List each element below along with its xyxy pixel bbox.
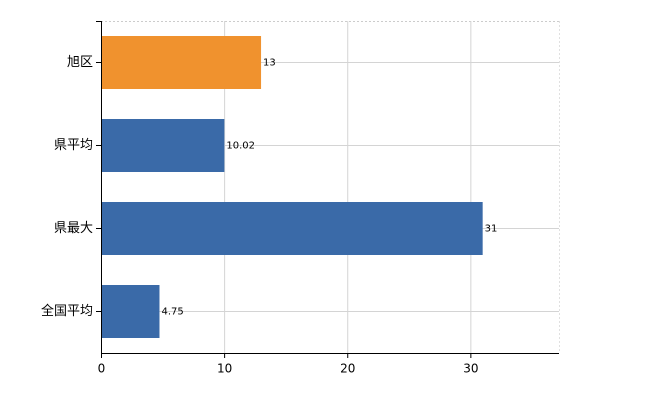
value-label: 31 bbox=[485, 224, 498, 235]
bar bbox=[101, 119, 225, 172]
x-tick-label: 0 bbox=[98, 362, 106, 376]
x-tick-label: 20 bbox=[340, 362, 355, 376]
y-tick-label: 県平均 bbox=[54, 138, 93, 153]
value-label: 4.75 bbox=[161, 307, 183, 318]
bar bbox=[101, 36, 262, 89]
y-tick-label: 全国平均 bbox=[41, 303, 93, 319]
bar bbox=[101, 202, 483, 255]
y-tick-label: 県最大 bbox=[54, 221, 93, 236]
y-tick-label: 旭区 bbox=[67, 55, 93, 70]
x-tick-label: 30 bbox=[463, 362, 478, 376]
bar bbox=[101, 285, 160, 338]
value-label: 10.02 bbox=[226, 141, 255, 152]
x-tick-label: 10 bbox=[217, 362, 232, 376]
value-label: 13 bbox=[263, 58, 276, 69]
